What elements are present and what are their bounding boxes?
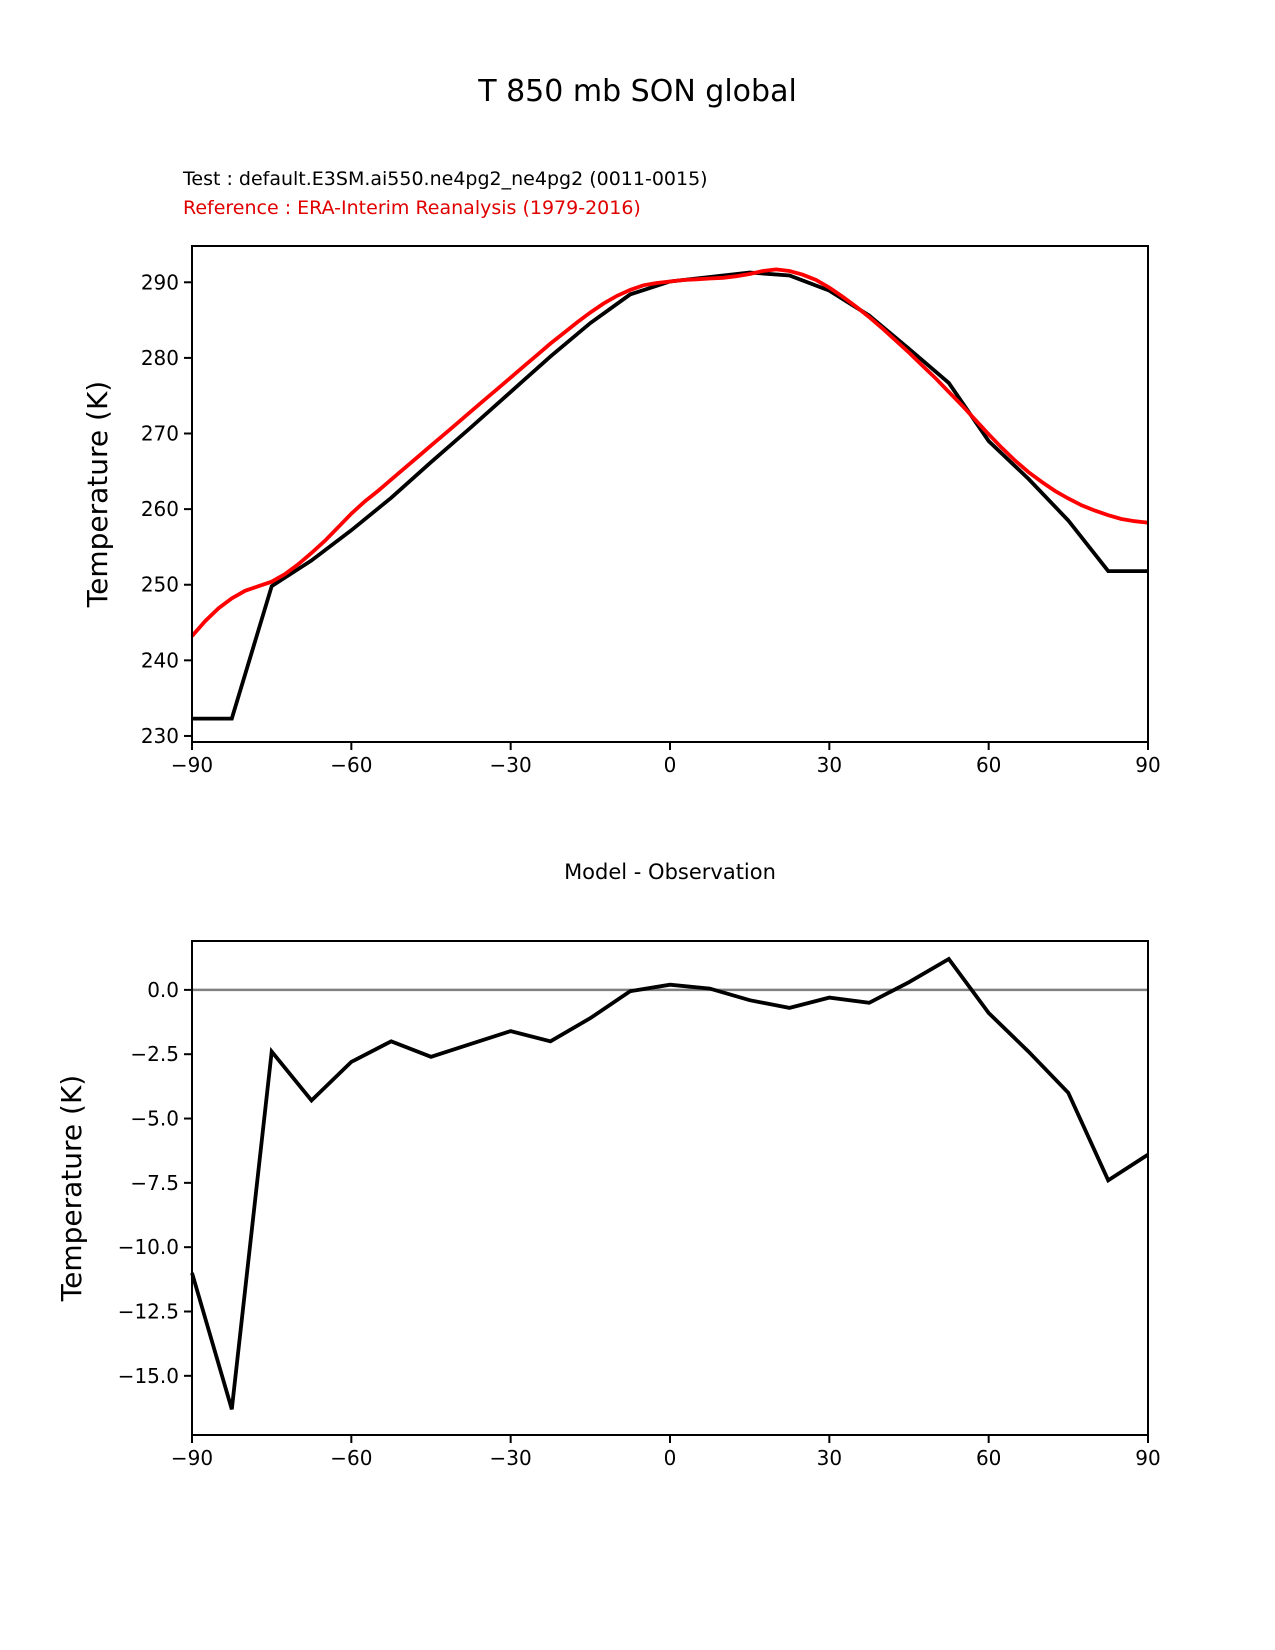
- y-tick-label: 0.0: [147, 978, 179, 1002]
- y-tick-label: −7.5: [130, 1171, 179, 1195]
- x-tick-label: −90: [171, 1446, 213, 1470]
- x-tick-label: −30: [490, 1446, 532, 1470]
- difference-plot-title: Model - Observation: [564, 860, 776, 884]
- series-line: [190, 956, 1150, 1410]
- reference-subtitle: Reference : ERA-Interim Reanalysis (1979…: [183, 197, 641, 219]
- x-tick-label: 60: [976, 753, 1001, 777]
- axes-frame: [191, 245, 1149, 743]
- x-tick-label: 0: [664, 1446, 677, 1470]
- x-tick-label: 60: [976, 1446, 1001, 1470]
- y-tick-label: 270: [141, 422, 179, 446]
- x-tick-label: 30: [817, 753, 842, 777]
- difference-plot: −90 −60 −30 0 30 60 90 −15.0 −12.5 −10.0 −7.5 −5.0 −…: [118, 940, 1161, 1470]
- y-tick-label: 240: [141, 648, 179, 672]
- y-tick-label: 260: [141, 497, 179, 521]
- axes-frame: [191, 940, 1149, 1436]
- x-tick-label: −60: [330, 1446, 372, 1470]
- figure-title: T 850 mb SON global: [478, 74, 797, 109]
- series-line: [192, 270, 1148, 721]
- y-tick-label: 280: [141, 346, 179, 370]
- y-tick-label: −2.5: [130, 1042, 179, 1066]
- x-tick-label: 90: [1135, 1446, 1160, 1470]
- top-plot: −90 −60 −30 0 30 60 90 230 240 250 260 270 280 290: [141, 245, 1161, 777]
- y-tick-label: −12.5: [118, 1300, 179, 1324]
- x-tick-label: −30: [490, 753, 532, 777]
- y-tick-label: 290: [141, 270, 179, 294]
- x-tick-label: −90: [171, 753, 213, 777]
- y-tick-label: −10.0: [118, 1235, 179, 1259]
- x-tick-label: 30: [817, 1446, 842, 1470]
- y-tick-label: 250: [141, 573, 179, 597]
- x-tick-label: 90: [1135, 753, 1160, 777]
- test-subtitle: Test : default.E3SM.ai550.ne4pg2_ne4pg2 …: [183, 168, 708, 190]
- y-tick-label: −15.0: [118, 1364, 179, 1388]
- y-tick-label: −5.0: [130, 1107, 179, 1131]
- series-line: [190, 267, 1149, 638]
- y-tick-label: 230: [141, 724, 179, 748]
- x-tick-label: −60: [330, 753, 372, 777]
- x-tick-label: 0: [664, 753, 677, 777]
